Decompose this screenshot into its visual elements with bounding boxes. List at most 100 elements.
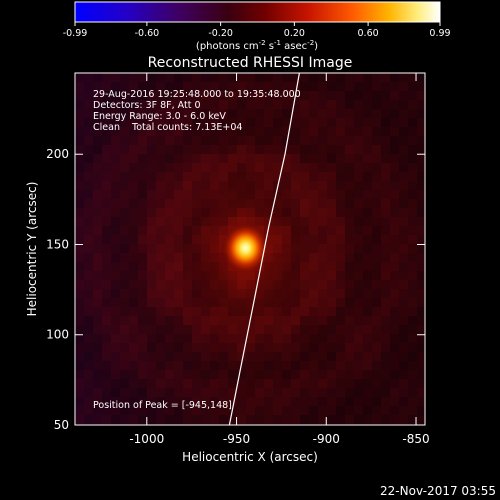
image-pixel	[120, 262, 129, 271]
image-pixel	[183, 100, 192, 109]
image-pixel	[219, 379, 228, 388]
image-pixel	[399, 127, 408, 136]
image-pixel	[183, 73, 192, 82]
image-pixel	[246, 82, 255, 91]
image-pixel	[111, 145, 120, 154]
image-pixel	[129, 181, 138, 190]
image-pixel	[120, 100, 129, 109]
image-pixel	[417, 82, 425, 91]
image-pixel	[75, 253, 84, 262]
image-pixel	[300, 172, 309, 181]
image-pixel	[336, 199, 345, 208]
image-pixel	[264, 91, 273, 100]
image-pixel	[327, 343, 336, 352]
image-pixel	[84, 136, 93, 145]
image-pixel	[111, 280, 120, 289]
image-pixel	[210, 370, 219, 379]
image-pixel	[174, 325, 183, 334]
image-pixel	[372, 352, 381, 361]
image-pixel	[354, 226, 363, 235]
image-pixel	[129, 370, 138, 379]
image-pixel	[381, 253, 390, 262]
image-pixel	[102, 100, 111, 109]
image-pixel	[372, 289, 381, 298]
image-pixel	[300, 154, 309, 163]
image-pixel	[111, 154, 120, 163]
image-pixel	[111, 307, 120, 316]
image-pixel	[75, 208, 84, 217]
image-pixel	[129, 271, 138, 280]
image-pixel	[138, 208, 147, 217]
image-pixel	[237, 100, 246, 109]
image-pixel	[246, 145, 255, 154]
image-pixel	[210, 145, 219, 154]
image-pixel	[129, 109, 138, 118]
image-pixel	[165, 262, 174, 271]
image-pixel	[390, 136, 399, 145]
image-pixel	[273, 397, 282, 406]
image-pixel	[165, 298, 174, 307]
image-pixel	[120, 217, 129, 226]
image-pixel	[246, 100, 255, 109]
image-pixel	[390, 226, 399, 235]
colorbar-gradient	[74, 1, 441, 23]
image-pixel	[390, 217, 399, 226]
image-pixel	[336, 406, 345, 415]
image-pixel	[138, 325, 147, 334]
image-pixel	[174, 118, 183, 127]
image-pixel	[300, 109, 309, 118]
image-pixel	[408, 154, 417, 163]
image-pixel	[363, 289, 372, 298]
image-pixel	[102, 91, 111, 100]
image-pixel	[336, 244, 345, 253]
image-pixel	[273, 361, 282, 370]
image-pixel	[381, 307, 390, 316]
image-pixel	[93, 208, 102, 217]
image-pixel	[417, 163, 425, 172]
image-pixel	[363, 73, 372, 82]
image-pixel	[336, 325, 345, 334]
image-pixel	[390, 307, 399, 316]
image-pixel	[345, 262, 354, 271]
image-pixel	[309, 136, 318, 145]
image-pixel	[93, 136, 102, 145]
image-pixel	[93, 109, 102, 118]
image-pixel	[273, 379, 282, 388]
image-pixel	[345, 199, 354, 208]
image-pixel	[399, 271, 408, 280]
image-pixel	[264, 109, 273, 118]
image-pixel	[75, 316, 84, 325]
image-pixel	[408, 100, 417, 109]
image-pixel	[111, 271, 120, 280]
image-pixel	[246, 406, 255, 415]
image-pixel	[381, 73, 390, 82]
image-pixel	[408, 73, 417, 82]
image-pixel	[336, 118, 345, 127]
image-pixel	[183, 379, 192, 388]
image-pixel	[111, 109, 120, 118]
image-pixel	[111, 235, 120, 244]
image-pixel	[300, 145, 309, 154]
image-pixel	[363, 118, 372, 127]
image-pixel	[291, 388, 300, 397]
image-pixel	[219, 406, 228, 415]
image-pixel	[345, 172, 354, 181]
image-pixel	[309, 316, 318, 325]
image-pixel	[165, 316, 174, 325]
image-pixel	[363, 379, 372, 388]
image-pixel	[417, 307, 425, 316]
image-pixel	[129, 217, 138, 226]
image-pixel	[84, 145, 93, 154]
image-pixel	[327, 226, 336, 235]
image-pixel	[174, 91, 183, 100]
x-tick-label: -950	[223, 432, 250, 446]
image-pixel	[246, 352, 255, 361]
image-pixel	[390, 325, 399, 334]
image-pixel	[147, 208, 156, 217]
image-pixel	[147, 379, 156, 388]
image-pixel	[345, 136, 354, 145]
image-pixel	[111, 334, 120, 343]
image-pixel	[363, 226, 372, 235]
image-pixel	[363, 172, 372, 181]
image-pixel	[174, 163, 183, 172]
